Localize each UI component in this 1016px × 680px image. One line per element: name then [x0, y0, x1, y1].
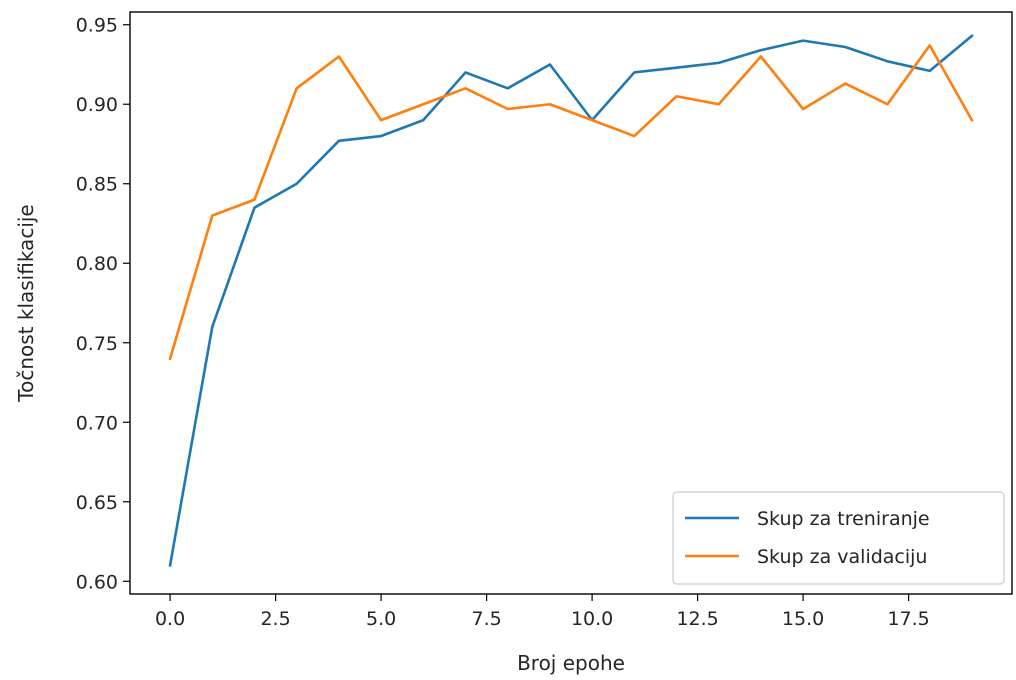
x-tick-label: 7.5: [471, 608, 501, 630]
y-axis-ticks: 0.60 0.65 0.70 0.75 0.80 0.85 0.90 0.95: [76, 15, 130, 593]
y-tick-label: 0.85: [76, 174, 118, 196]
y-tick-label: 0.90: [76, 94, 118, 116]
y-tick-label: 0.60: [76, 571, 118, 593]
y-tick-label: 0.75: [76, 333, 118, 355]
x-tick-label: 15.0: [782, 608, 824, 630]
x-tick-label: 12.5: [676, 608, 718, 630]
legend-label-treniranje: Skup za treniranje: [757, 508, 930, 530]
plot-area-frame: [129, 11, 1013, 595]
x-axis-label: Broj epohe: [517, 651, 625, 675]
x-tick-label: 17.5: [887, 608, 929, 630]
y-tick-label: 0.70: [76, 412, 118, 434]
legend-label-validaciju: Skup za validaciju: [757, 546, 927, 568]
x-tick-label: 5.0: [366, 608, 396, 630]
x-axis-ticks: 0.0 2.5 5.0 7.5 10.0 12.5 15.0 17.5: [155, 594, 930, 630]
legend: Skup za treniranje Skup za validaciju: [672, 491, 1005, 585]
x-tick-label: 10.0: [571, 608, 613, 630]
legend-box: [672, 491, 1005, 585]
y-tick-label: 0.95: [76, 15, 118, 37]
x-tick-label: 0.0: [155, 608, 185, 630]
x-tick-label: 2.5: [260, 608, 290, 630]
y-tick-label: 0.80: [76, 253, 118, 275]
y-axis-label: Točnost klasifikacije: [14, 204, 38, 402]
y-tick-label: 0.65: [76, 492, 118, 514]
series-line-validaciju: [168, 44, 974, 361]
series-lines: [168, 34, 974, 567]
series-line-treniranje: [168, 34, 974, 567]
